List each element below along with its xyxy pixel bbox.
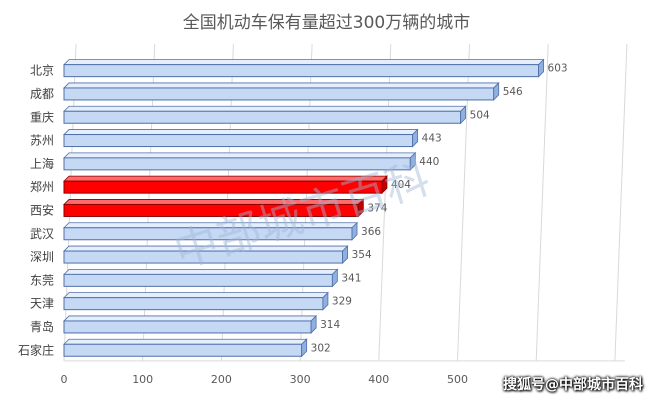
bar-side bbox=[351, 221, 358, 241]
category-label: 天津 bbox=[30, 297, 54, 311]
bar-top bbox=[63, 315, 318, 322]
data-label: 354 bbox=[352, 249, 372, 261]
data-label: 302 bbox=[311, 342, 331, 354]
category-label: 西安 bbox=[30, 202, 54, 217]
bar bbox=[63, 157, 411, 171]
x-tick-label: 400 bbox=[368, 373, 389, 386]
x-tick-label: 0 bbox=[61, 373, 68, 386]
data-label: 329 bbox=[332, 296, 352, 308]
bar-top bbox=[63, 105, 467, 112]
x-tick-label: 100 bbox=[132, 373, 153, 386]
category-label: 石家庄 bbox=[18, 342, 54, 357]
bar-side bbox=[331, 268, 338, 288]
data-label: 366 bbox=[361, 226, 381, 238]
bar bbox=[63, 134, 414, 148]
bar bbox=[63, 343, 303, 357]
data-label: 314 bbox=[320, 319, 340, 331]
category-label: 重庆 bbox=[30, 110, 54, 124]
data-label: 374 bbox=[367, 202, 387, 214]
x-tick-label: 200 bbox=[211, 373, 232, 386]
credit-text: 搜狐号@中部城市百科 bbox=[503, 377, 643, 393]
bar bbox=[63, 297, 324, 311]
data-label: 440 bbox=[419, 156, 439, 168]
bar bbox=[63, 64, 540, 78]
data-label: 443 bbox=[422, 133, 442, 145]
category-label: 武汉 bbox=[30, 227, 54, 241]
category-label: 东莞 bbox=[30, 273, 54, 287]
bar-side bbox=[310, 314, 317, 334]
bar-side bbox=[460, 105, 467, 125]
bar-side bbox=[342, 245, 348, 265]
data-label: 504 bbox=[470, 109, 490, 121]
bar bbox=[63, 110, 462, 124]
category-label: 青岛 bbox=[30, 319, 54, 334]
bar-side bbox=[357, 198, 364, 218]
gridline bbox=[535, 43, 549, 361]
category-label: 苏州 bbox=[30, 134, 54, 148]
category-label: 深圳 bbox=[30, 250, 54, 264]
bar-top bbox=[63, 59, 545, 66]
category-label: 上海 bbox=[30, 156, 54, 171]
bar bbox=[63, 273, 333, 287]
bar-side bbox=[322, 291, 329, 311]
bar-top bbox=[63, 129, 419, 135]
chart-title: 全国机动车保有量超过300万辆的城市 bbox=[182, 13, 471, 33]
bar bbox=[63, 87, 495, 101]
x-tick-label: 300 bbox=[290, 373, 311, 386]
category-label: 成都 bbox=[30, 87, 54, 101]
data-label: 341 bbox=[341, 272, 361, 284]
data-label: 546 bbox=[503, 86, 523, 98]
x-tick-label: 500 bbox=[447, 373, 468, 386]
bar-side bbox=[381, 175, 388, 195]
category-label: 郑州 bbox=[30, 179, 54, 194]
bar-side bbox=[409, 151, 416, 171]
bar-top bbox=[63, 82, 500, 89]
bar-side bbox=[493, 81, 500, 101]
bar-side bbox=[301, 338, 308, 358]
bar-top bbox=[63, 338, 308, 345]
bar-top bbox=[63, 292, 329, 299]
bar-side bbox=[412, 128, 419, 148]
bar-top bbox=[63, 152, 417, 159]
data-label: 603 bbox=[548, 63, 568, 75]
bar bbox=[63, 320, 312, 334]
category-label: 北京 bbox=[30, 64, 54, 78]
data-label: 404 bbox=[391, 179, 411, 191]
bar-side bbox=[538, 58, 544, 78]
gridline bbox=[614, 43, 628, 361]
